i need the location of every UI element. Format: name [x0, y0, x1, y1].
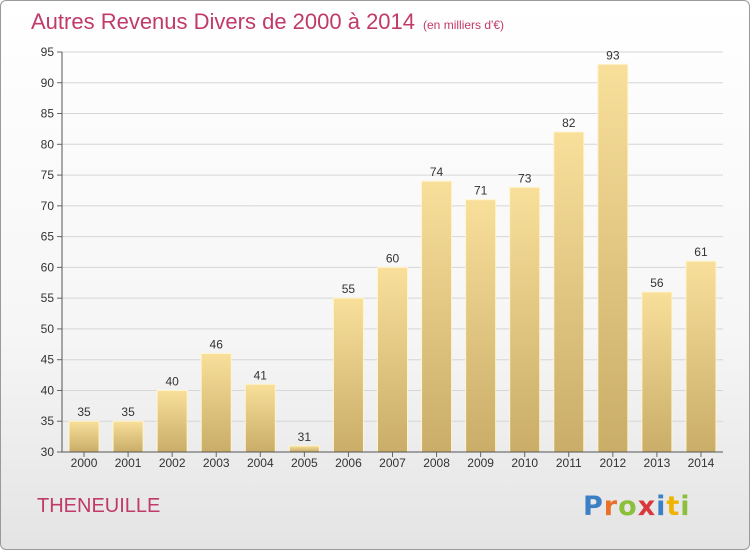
y-tick-label: 30	[41, 445, 55, 459]
y-tick-label: 80	[41, 137, 55, 151]
value-label: 60	[386, 251, 400, 265]
x-tick-label: 2007	[379, 456, 406, 470]
logo-letter: t	[666, 491, 681, 522]
bar	[553, 131, 585, 453]
chart-title: Autres Revenus Divers de 2000 à 2014 (en …	[31, 9, 504, 35]
y-tick-label: 90	[41, 76, 55, 90]
bar	[597, 63, 629, 453]
value-label: 35	[77, 405, 91, 419]
value-label: 82	[562, 116, 576, 130]
chart-title-unit: (en milliers d'€)	[423, 18, 504, 32]
x-tick-label: 2005	[291, 456, 318, 470]
y-tick-label: 55	[41, 291, 55, 305]
value-labels: 35 35 40 46 41 31 55 60 74 71 73 82 93 56 61	[77, 48, 708, 444]
y-tick-label: 70	[41, 199, 55, 213]
bar	[68, 420, 100, 453]
x-tick-label: 2009	[467, 456, 494, 470]
chart-title-text: Autres Revenus Divers de 2000 à 2014	[31, 9, 416, 34]
bar	[465, 199, 497, 453]
value-label: 41	[254, 368, 268, 382]
y-tick-label: 50	[41, 322, 55, 336]
x-tick-label: 2014	[688, 456, 715, 470]
axes: 30 35 40 45 50 55 60 65 70 75 80 85 90 95 2000 2001 2002…	[41, 45, 723, 470]
logo-letter: o	[618, 491, 638, 522]
bar	[377, 266, 408, 453]
value-label: 73	[518, 171, 532, 185]
x-tick-label: 2006	[335, 456, 362, 470]
value-label: 46	[210, 338, 224, 352]
value-label: 74	[430, 165, 444, 179]
logo-letter: i	[680, 491, 691, 522]
x-tick-label: 2002	[159, 456, 186, 470]
x-tick-label: 2003	[203, 456, 230, 470]
logo-letter: r	[603, 491, 619, 522]
logo-letter: P	[583, 491, 604, 522]
x-tick-label: 2000	[71, 456, 98, 470]
logo-letter: x	[637, 491, 657, 522]
bar	[288, 445, 320, 453]
proxiti-logo[interactable]: Proxiti	[583, 491, 691, 522]
x-tick-label: 2008	[423, 456, 450, 470]
bar	[244, 383, 276, 453]
y-tick-label: 95	[41, 45, 55, 59]
value-label: 55	[342, 282, 356, 296]
y-tick-label: 45	[41, 353, 55, 367]
y-tick-label: 65	[41, 230, 55, 244]
x-tick-label: 2004	[247, 456, 274, 470]
value-label: 35	[121, 405, 135, 419]
bar	[332, 297, 364, 453]
bar	[509, 186, 541, 453]
bar	[685, 260, 717, 453]
bar	[421, 180, 453, 453]
y-tick-label: 35	[41, 414, 55, 428]
x-tick-label: 2013	[644, 456, 671, 470]
bar	[156, 389, 188, 453]
bar	[200, 353, 232, 453]
y-tick-label: 60	[41, 260, 55, 274]
x-tick-label: 2011	[556, 456, 582, 470]
value-label: 61	[694, 245, 708, 259]
y-tick-label: 85	[41, 107, 55, 121]
value-label: 93	[606, 48, 620, 62]
x-tick-label: 2010	[511, 456, 538, 470]
bar	[112, 420, 144, 453]
y-tick-label: 75	[41, 168, 55, 182]
logo-letter: i	[656, 491, 667, 522]
commune-name: THENEUILLE	[37, 495, 161, 517]
value-label: 56	[650, 276, 664, 290]
bars	[68, 63, 717, 453]
x-tick-label: 2001	[115, 456, 142, 470]
y-tick-label: 40	[41, 383, 55, 397]
x-tick-label: 2012	[599, 456, 626, 470]
value-label: 71	[474, 184, 488, 198]
value-label: 40	[165, 374, 179, 388]
bar	[641, 291, 673, 453]
value-label: 31	[298, 430, 312, 444]
